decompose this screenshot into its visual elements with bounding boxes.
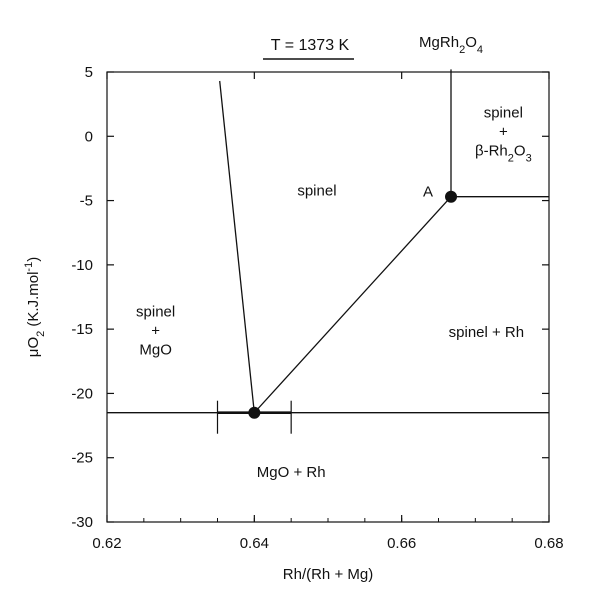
chart-title: T = 1373 K — [271, 37, 350, 54]
region-label-spinel: spinel — [297, 182, 336, 199]
region-label-mgo-rh: MgO + Rh — [257, 464, 326, 481]
spinel-left-boundary — [219, 80, 255, 413]
point-label: A — [423, 184, 433, 201]
y-tick-label: -20 — [71, 385, 93, 402]
region-label-spinel-mgo: MgO — [139, 342, 172, 359]
y-tick-label: 0 — [85, 128, 93, 145]
region-label-spinel-b-rh2o3: spinel — [484, 104, 523, 121]
y-tick-label: -10 — [71, 257, 93, 274]
y-tick-label: -5 — [80, 193, 93, 210]
y-tick-label: -30 — [71, 514, 93, 531]
point-a — [445, 190, 458, 203]
y-tick-label: 5 — [85, 64, 93, 81]
region-label-spinel-mgo: + — [151, 323, 160, 340]
triple-point-mgo — [248, 406, 261, 419]
region-label-spinel-mgo: spinel — [136, 304, 175, 321]
spinel-rh-boundary — [253, 196, 452, 414]
region-label-spinel-b-rh2o3: β-Rh2O3 — [475, 142, 532, 164]
plot-frame — [106, 71, 550, 523]
compound-label: MgRh2O4 — [419, 34, 483, 56]
x-axis-label: Rh/(Rh + Mg) — [283, 566, 373, 583]
x-tick-label: 0.64 — [240, 535, 269, 552]
x-tick-label: 0.68 — [534, 535, 563, 552]
x-tick-label: 0.66 — [387, 535, 416, 552]
y-tick-label: -25 — [71, 450, 93, 467]
region-label-spinel-rh: spinel + Rh — [449, 324, 524, 341]
x-tick-label: 0.62 — [92, 535, 121, 552]
region-label-spinel-b-rh2o3: + — [499, 123, 508, 140]
y-axis-label: μO2 (K.J.mol-1) — [23, 257, 47, 357]
y-tick-label: -15 — [71, 321, 93, 338]
